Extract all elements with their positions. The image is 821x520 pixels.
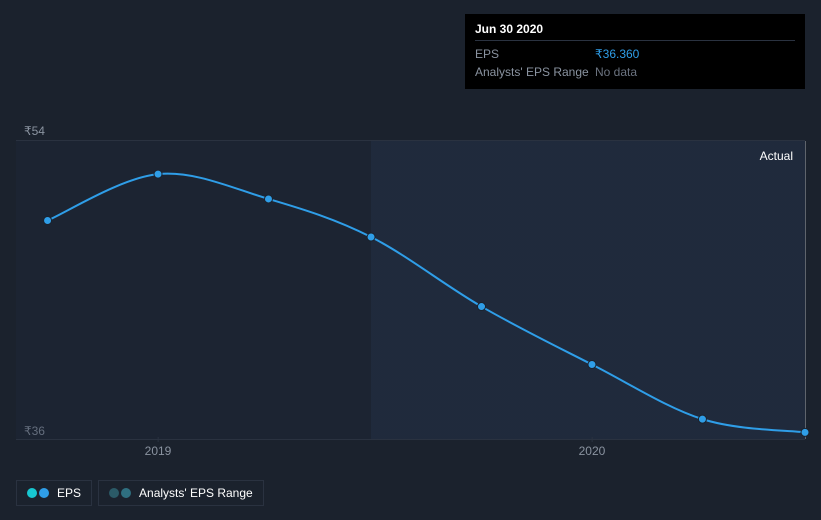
legend-swatch-range [109, 488, 131, 498]
legend-label: EPS [57, 486, 81, 500]
tooltip-eps-value: ₹36.360 [595, 47, 639, 61]
chart-plot-area[interactable]: Actual [16, 140, 805, 440]
x-axis-tick: 2020 [579, 444, 606, 458]
tooltip-eps-label: EPS [475, 47, 595, 61]
x-axis-tick: 2019 [145, 444, 172, 458]
y-axis-tick-top: ₹54 [24, 124, 45, 138]
legend-item-eps[interactable]: EPS [16, 480, 92, 506]
cursor-line [805, 141, 806, 439]
tooltip-range-value: No data [595, 65, 637, 79]
x-axis: 2019 2020 [16, 444, 805, 462]
legend-item-range[interactable]: Analysts' EPS Range [98, 480, 264, 506]
legend-swatch-eps [27, 488, 49, 498]
tooltip-date: Jun 30 2020 [475, 22, 795, 41]
legend-label: Analysts' EPS Range [139, 486, 253, 500]
tooltip-range-label: Analysts' EPS Range [475, 65, 595, 79]
line-chart-svg [16, 141, 805, 439]
chart-tooltip: Jun 30 2020 EPS ₹36.360 Analysts' EPS Ra… [465, 14, 805, 89]
legend: EPS Analysts' EPS Range [16, 480, 264, 506]
